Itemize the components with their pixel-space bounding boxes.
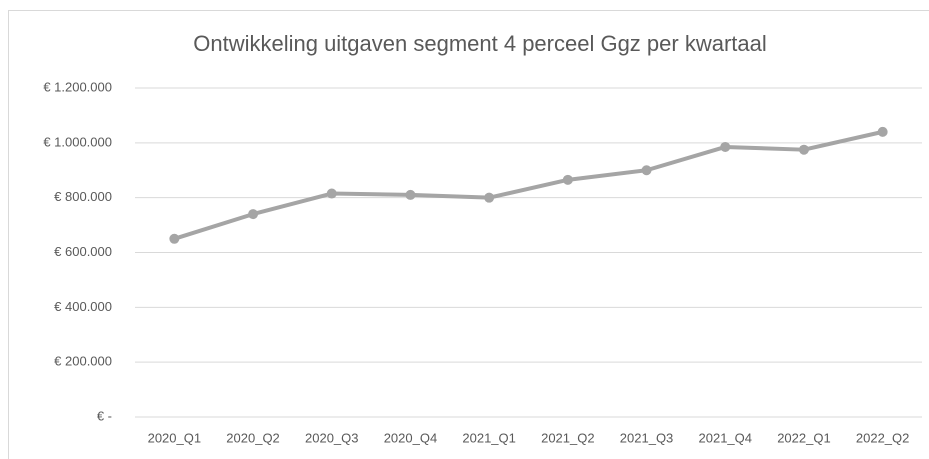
y-tick-label: € 1.200.000 xyxy=(43,79,112,94)
y-tick-label: € 200.000 xyxy=(54,354,112,369)
data-point xyxy=(641,165,652,176)
data-point xyxy=(248,209,259,220)
data-point xyxy=(798,144,809,155)
y-tick-label: € 1.000.000 xyxy=(43,134,112,149)
x-tick-label: 2021_Q3 xyxy=(620,430,674,445)
data-point xyxy=(562,174,573,185)
x-tick-label: 2021_Q4 xyxy=(699,430,753,445)
x-tick-label: 2020_Q3 xyxy=(305,430,359,445)
x-tick-label: 2022_Q2 xyxy=(856,430,910,445)
data-point xyxy=(405,189,416,200)
x-tick-label: 2020_Q2 xyxy=(226,430,280,445)
x-tick-label: 2022_Q1 xyxy=(777,430,831,445)
data-line xyxy=(173,129,884,241)
data-point xyxy=(877,126,888,137)
x-tick-label: 2020_Q1 xyxy=(148,430,202,445)
chart-frame xyxy=(8,10,929,459)
data-point xyxy=(169,233,180,244)
y-tick-label: € 600.000 xyxy=(54,244,112,259)
data-point xyxy=(720,141,731,152)
x-tick-label: 2021_Q2 xyxy=(541,430,595,445)
x-tick-label: 2021_Q1 xyxy=(462,430,516,445)
y-tick-label: € 400.000 xyxy=(54,299,112,314)
data-point xyxy=(484,192,495,203)
x-tick-label: 2020_Q4 xyxy=(384,430,438,445)
data-point xyxy=(326,188,337,199)
y-tick-label: € 800.000 xyxy=(54,189,112,204)
y-tick-label: € - xyxy=(97,408,112,423)
chart-title: Ontwikkeling uitgaven segment 4 perceel … xyxy=(193,31,767,56)
